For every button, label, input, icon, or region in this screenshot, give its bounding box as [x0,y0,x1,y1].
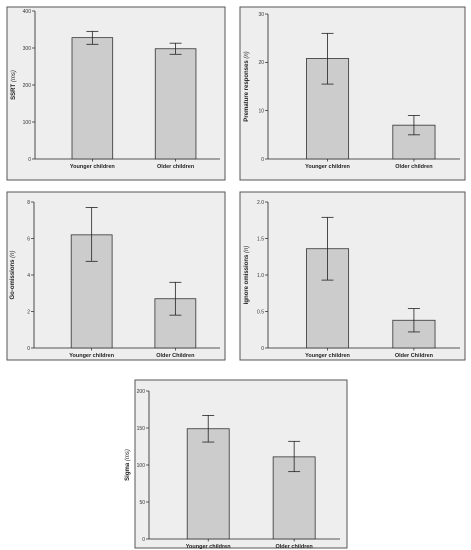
y-tick-label: 0 [142,537,145,543]
y-tick-label: 0 [261,346,264,352]
category-label: Older children [276,544,314,550]
bar [154,48,197,160]
y-axis-label-text: Ignore omissions [244,253,250,304]
y-axis-label-text: Sigma [125,461,131,481]
y-axis-unit: (ms) [11,70,17,82]
y-tick-label: 0 [28,157,31,163]
category-label: Younger children [305,164,350,170]
y-axis-unit: (ms) [125,449,131,461]
y-tick-label: 1.5 [257,236,264,242]
y-tick-label: 8 [27,200,30,206]
y-axis-label-text: SSRT [11,82,17,100]
y-axis-label-text: Premature responses [244,59,250,122]
chart-panel-3: 0 2 4 6 8 Go-omissions (n) Younger children Old… [6,191,226,361]
chart-panel-4: 0 0.5 1.0 1.5 2.0 Ignore omissions (n) Younger… [239,191,466,361]
category-label: Younger children [186,544,231,550]
bar [71,37,114,160]
y-axis-unit: (n) [10,250,16,257]
y-tick-label: 2.0 [257,200,264,206]
y-tick-label: 30 [258,12,264,18]
y-tick-label: 0 [27,346,30,352]
bar [186,428,230,540]
y-tick-label: 150 [137,426,146,432]
y-tick-label: 1.0 [257,273,264,279]
y-tick-label: 100 [23,120,32,126]
y-tick-label: 0 [261,157,264,163]
chart-panel-2: 0 10 20 30 Premature responses (n) Younger ch… [239,6,466,181]
y-tick-label: 200 [23,83,32,89]
y-tick-label: 400 [23,9,32,15]
chart-panel-1: 0 100 200 300 400 SSRT (ms) Younger children Ol… [6,6,226,181]
category-label: Older Children [395,353,434,359]
category-label: Older children [395,164,433,170]
y-tick-label: 100 [137,463,146,469]
y-axis-unit: (n) [244,246,250,253]
category-label: Younger children [70,164,115,170]
category-label: Older children [157,164,195,170]
y-axis-unit: (n) [244,51,250,58]
y-tick-label: 10 [258,108,264,114]
y-axis-label: Sigma (ms) [125,449,131,481]
category-label: Older Children [156,353,195,359]
category-label: Younger children [305,353,350,359]
y-tick-label: 300 [23,46,32,52]
y-tick-label: 200 [137,389,146,395]
chart-panel-5: 0 50 100 150 200 Sigma (ms) Younger children Ol… [125,379,348,550]
y-axis-label: SSRT (ms) [11,70,17,100]
category-label: Younger children [69,353,114,359]
y-axis-label: Go-omissions (n) [10,250,16,299]
y-axis-label: Premature responses (n) [244,51,250,121]
y-tick-label: 4 [27,273,30,279]
y-tick-label: 6 [27,236,30,242]
chart-frame [239,6,466,181]
y-axis-label-text: Go-omissions [10,258,16,300]
y-axis-label: Ignore omissions (n) [244,246,250,305]
y-tick-label: 20 [258,60,264,66]
y-tick-label: 0.5 [257,309,264,315]
y-tick-label: 2 [27,309,30,315]
y-tick-label: 50 [139,500,145,506]
